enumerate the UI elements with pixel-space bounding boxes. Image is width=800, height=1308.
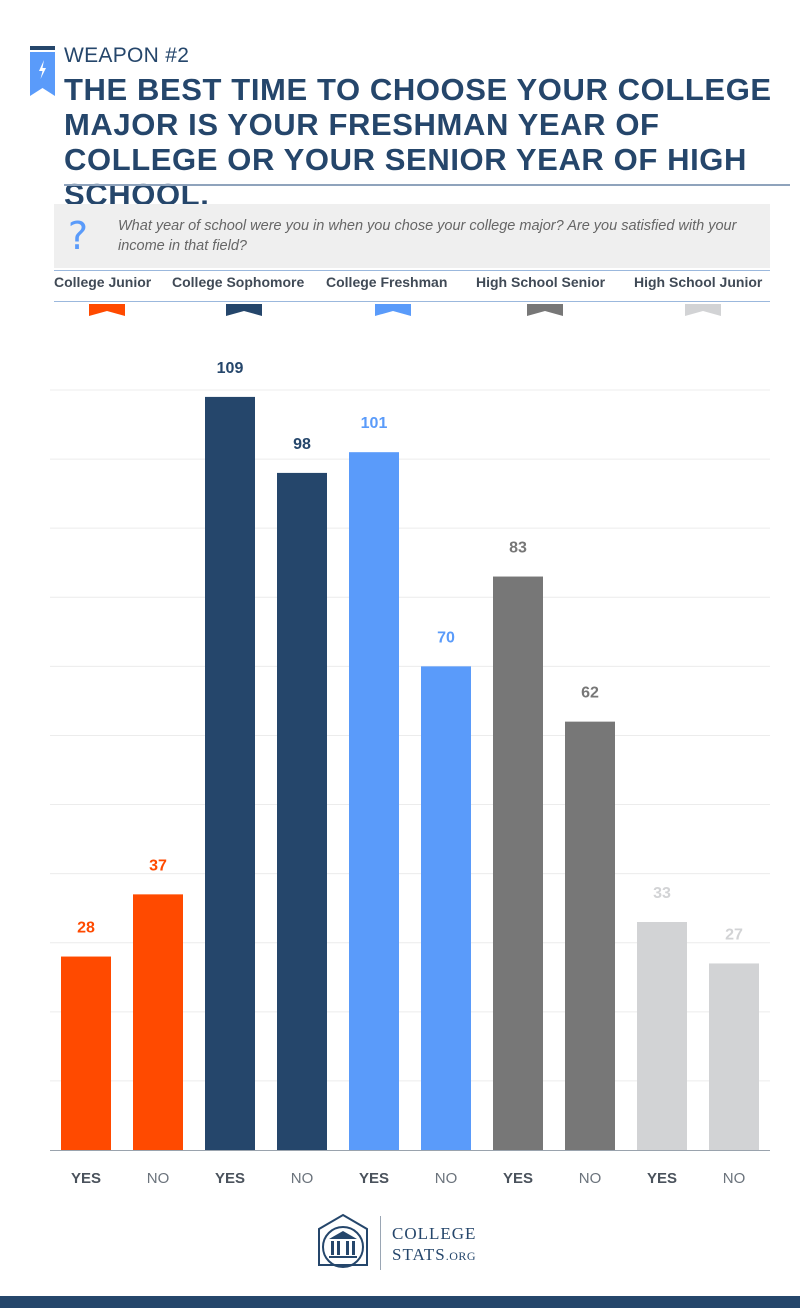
data-label: 33	[653, 885, 671, 902]
bar	[421, 666, 471, 1150]
legend-label-high-school-senior: High School Senior	[476, 274, 606, 290]
question-box: ? What year of school were you in when y…	[54, 204, 770, 268]
legend-swatch-high-school-senior	[527, 304, 563, 316]
x-tick-label: YES	[215, 1170, 245, 1187]
logo-suffix: .ORG	[445, 1249, 477, 1263]
x-tick-label: YES	[71, 1170, 101, 1187]
ribbon-bookmark-icon	[30, 46, 55, 96]
headline: THE BEST TIME TO CHOOSE YOUR COLLEGE MAJ…	[64, 72, 772, 212]
lightning-bolt-icon	[39, 60, 46, 79]
legend-swatch-college-junior	[89, 304, 125, 316]
legend-swatch-high-school-junior	[685, 304, 721, 316]
question-mark-icon: ?	[67, 214, 89, 258]
bar	[493, 576, 543, 1150]
header-divider	[64, 184, 790, 186]
bar	[205, 396, 255, 1151]
logo-divider	[380, 1216, 381, 1270]
bar	[349, 452, 399, 1150]
bar	[277, 472, 327, 1151]
legend-label-college-sophomore: College Sophomore	[172, 274, 305, 290]
data-label: 62	[581, 685, 599, 702]
data-label: 37	[149, 857, 167, 874]
legend-swatch-college-sophomore	[226, 304, 262, 316]
legend-bottom-rule	[54, 301, 770, 302]
x-tick-label: YES	[503, 1170, 533, 1187]
legend-label-college-junior: College Junior	[54, 274, 152, 290]
x-tick-label: NO	[147, 1170, 170, 1187]
legend-label-college-freshman: College Freshman	[326, 274, 448, 290]
legend-top-rule	[54, 270, 770, 271]
x-tick-label: NO	[291, 1170, 314, 1187]
legend-swatch-college-freshman	[375, 304, 411, 316]
bar-chart: 28 YES 37 NO 109 YES 98 NO 101 YES 70 NO 83 YES 62 NO 33…	[50, 360, 770, 1187]
bar	[133, 894, 183, 1150]
bar	[565, 721, 615, 1150]
x-tick-label: NO	[723, 1170, 746, 1187]
logo-line2: STATS	[392, 1245, 446, 1264]
legend-label-high-school-junior: High School Junior	[634, 274, 763, 290]
data-label: 101	[361, 415, 388, 432]
footer-bar	[0, 1296, 800, 1308]
bar	[637, 922, 687, 1150]
data-label: 98	[293, 436, 311, 453]
data-label: 28	[77, 920, 95, 937]
data-label: 70	[437, 629, 455, 646]
x-tick-label: YES	[647, 1170, 677, 1187]
bar	[61, 956, 111, 1150]
question-text: What year of school were you in when you…	[118, 218, 737, 254]
weapon-kicker: WEAPON #2	[64, 44, 190, 67]
data-label: 83	[509, 540, 527, 557]
collegestats-seal-icon	[318, 1213, 368, 1268]
bar	[709, 963, 759, 1150]
data-label: 27	[725, 926, 743, 943]
x-tick-label: NO	[435, 1170, 458, 1187]
x-tick-label: YES	[359, 1170, 389, 1187]
data-label: 109	[217, 360, 244, 377]
collegestats-logo: COLLEGE STATS.ORG	[392, 1223, 476, 1267]
logo-line1: COLLEGE	[392, 1224, 477, 1243]
x-tick-label: NO	[579, 1170, 602, 1187]
